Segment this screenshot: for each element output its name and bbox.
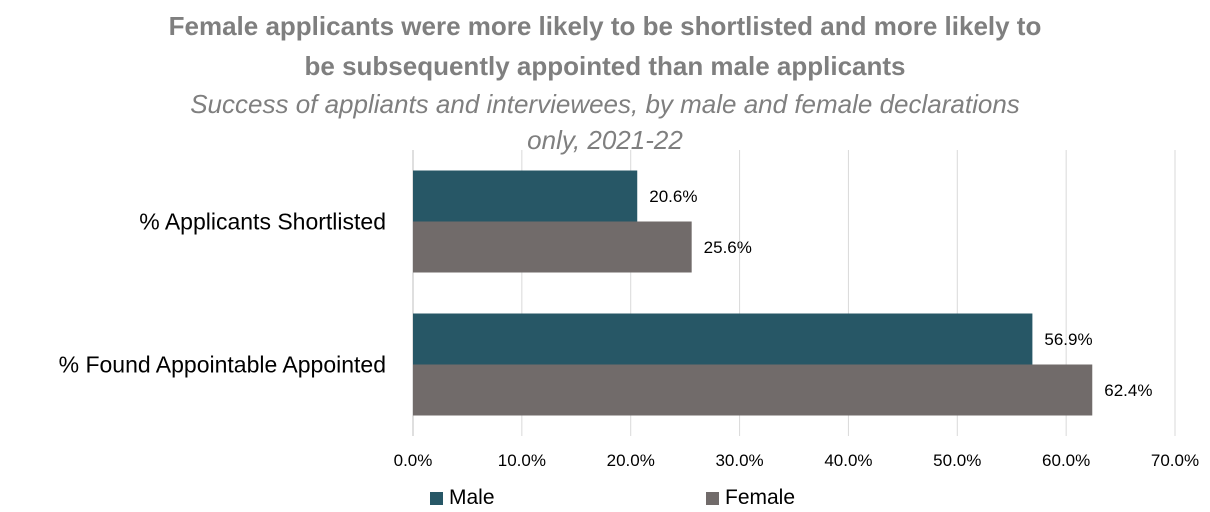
x-tick-label: 60.0% (1042, 451, 1090, 470)
data-label: 62.4% (1104, 381, 1152, 400)
legend-swatch (706, 491, 719, 505)
chart-subtitle-line-1: Success of appliants and interviewees, b… (190, 89, 1020, 119)
category-label: % Applicants Shortlisted (139, 209, 386, 235)
bar-male-0 (413, 170, 638, 222)
x-tick-label: 50.0% (933, 451, 981, 470)
chart-subtitle-line-2: only, 2021-22 (527, 125, 683, 155)
category-label: % Found Appointable Appointed (59, 352, 386, 378)
x-tick-label: 10.0% (498, 451, 546, 470)
legend-label: Male (449, 486, 495, 509)
data-label: 20.6% (649, 187, 697, 206)
chart-subtitle: Success of appliants and interviewees, b… (0, 86, 1210, 158)
x-tick-label: 0.0% (394, 451, 433, 470)
x-tick-label: 70.0% (1151, 451, 1199, 470)
legend-item-male: Male (430, 486, 495, 510)
chart-title: Female applicants were more likely to be… (0, 6, 1210, 86)
x-tick-label: 40.0% (824, 451, 872, 470)
data-label: 56.9% (1044, 330, 1092, 349)
legend-swatch (430, 491, 443, 505)
bar-chart: 0.0% 10.0% 20.0% 30.0% 40.0% 50.0% 60.0% 70.0% 2… (59, 150, 1199, 470)
x-tick-label: 30.0% (715, 451, 763, 470)
bar-female-0 (413, 221, 692, 273)
chart-title-line-2: be subsequently appointed than male appl… (304, 51, 906, 81)
bar-female-1 (413, 364, 1093, 416)
chart-title-line-1: Female applicants were more likely to be… (168, 11, 1042, 41)
legend-label: Female (725, 486, 796, 509)
x-tick-label: 20.0% (607, 451, 655, 470)
legend-item-female: Female (706, 486, 795, 510)
data-label: 25.6% (704, 238, 752, 257)
chart-legend: Male Female (0, 486, 1210, 512)
bar-male-1 (413, 313, 1033, 365)
